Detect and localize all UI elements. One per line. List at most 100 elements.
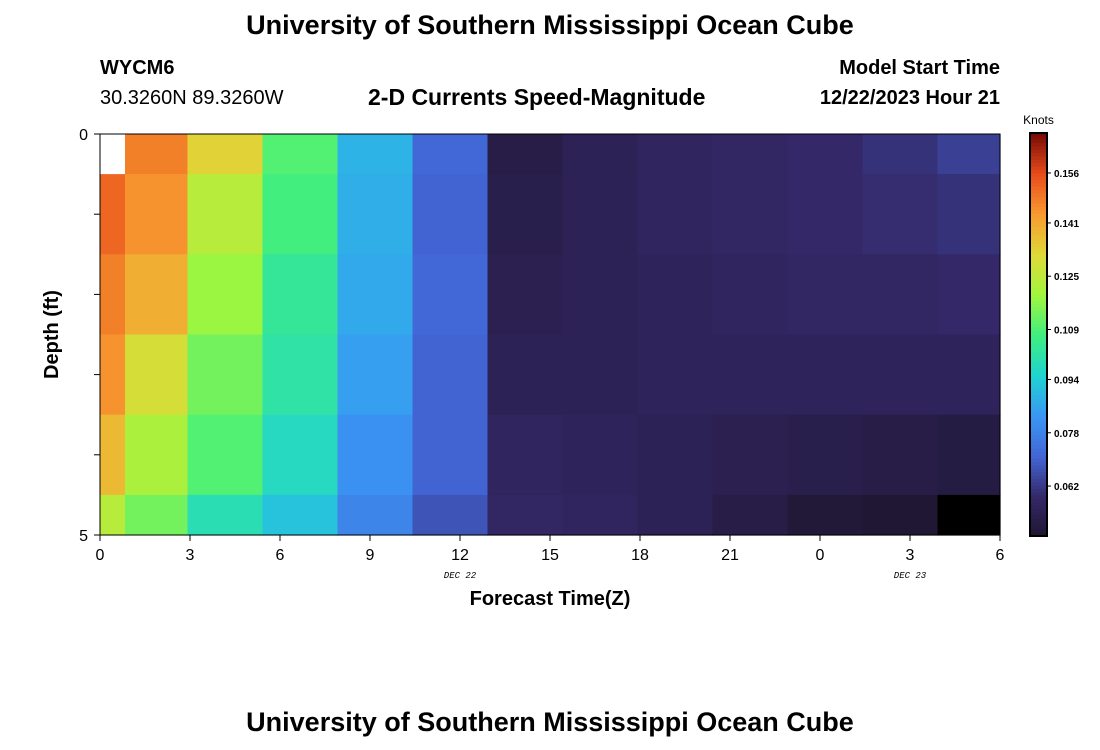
- colorbar-segment: [1030, 374, 1047, 379]
- heatmap-cell: [637, 494, 714, 536]
- heatmap-cell: [937, 414, 1001, 496]
- colorbar-segment: [1030, 227, 1047, 231]
- heatmap-cell: [412, 494, 489, 536]
- heatmap-cell: [187, 254, 264, 336]
- colorbar-segment: [1030, 354, 1047, 359]
- colorbar-segment: [1030, 418, 1047, 423]
- colorbar-label: Knots: [1023, 113, 1054, 127]
- colorbar-segment: [1030, 488, 1047, 493]
- colorbar-segment: [1030, 263, 1047, 268]
- colorbar-segment: [1030, 300, 1047, 305]
- colorbar-segment: [1030, 391, 1047, 396]
- heatmap-cell: [187, 494, 264, 536]
- colorbar-segment: [1030, 411, 1047, 416]
- colorbar-segment: [1030, 210, 1047, 215]
- colorbar-segment: [1030, 304, 1047, 309]
- heatmap-cell: [337, 174, 414, 255]
- colorbar-segment: [1030, 190, 1047, 195]
- heatmap-cell: [487, 414, 564, 496]
- heatmap-cell: [787, 414, 864, 496]
- colorbar-segment: [1030, 381, 1047, 386]
- heatmap-cell: [412, 174, 489, 255]
- chart-subtitle: 2-D Currents Speed-Magnitude: [368, 84, 706, 110]
- colorbar-segment: [1030, 324, 1047, 329]
- heatmap-cell: [562, 414, 639, 496]
- colorbar-tick-label: 0.109: [1054, 326, 1079, 337]
- y-axis-label: Depth (ft): [41, 290, 63, 379]
- x-tick-label: 6: [276, 547, 285, 564]
- heatmap-cell: [787, 254, 864, 336]
- colorbar-segment: [1030, 294, 1047, 299]
- colorbar-tick-label: 0.078: [1054, 429, 1079, 440]
- colorbar-segment: [1030, 371, 1047, 376]
- colorbar-segment: [1030, 361, 1047, 366]
- heatmap-cell: [262, 254, 339, 336]
- colorbar-segment: [1030, 334, 1047, 339]
- colorbar-segment: [1030, 139, 1047, 144]
- heatmap-cell: [412, 254, 489, 336]
- colorbar-segment: [1030, 364, 1047, 369]
- colorbar-segment: [1030, 133, 1047, 137]
- heatmap-cell: [125, 174, 189, 255]
- footer-title: University of Southern Mississippi Ocean…: [246, 707, 854, 737]
- heatmap-cell: [712, 254, 789, 336]
- colorbar-segment: [1030, 441, 1047, 446]
- colorbar-segment: [1030, 143, 1047, 148]
- colorbar-segment: [1030, 297, 1047, 302]
- colorbar-segment: [1030, 337, 1047, 342]
- heatmap-cell: [712, 494, 789, 536]
- colorbar-segment: [1030, 492, 1047, 497]
- colorbar-segment: [1030, 438, 1047, 443]
- station-id: WYCM6: [100, 57, 175, 79]
- colorbar-segment: [1030, 183, 1047, 188]
- colorbar-segment: [1030, 448, 1047, 453]
- colorbar-segment: [1030, 314, 1047, 319]
- colorbar-segment: [1030, 347, 1047, 352]
- heatmap-cell: [337, 254, 414, 336]
- heatmap-cell: [262, 494, 339, 536]
- x-tick-label: 12: [451, 547, 469, 564]
- colorbar-segment: [1030, 431, 1047, 436]
- colorbar-segment: [1030, 515, 1047, 520]
- x-tick-label: 9: [366, 547, 375, 564]
- colorbar-segment: [1030, 250, 1047, 255]
- colorbar-segment: [1030, 166, 1047, 171]
- colorbar-segment: [1030, 270, 1047, 275]
- heatmap-cell: [187, 334, 264, 416]
- colorbar-tick-label: 0.156: [1054, 169, 1079, 180]
- x-tick-label: 15: [541, 547, 559, 564]
- colorbar-segment: [1030, 331, 1047, 336]
- heatmap-cell: [787, 334, 864, 416]
- colorbar-segment: [1030, 284, 1047, 289]
- heatmap-cell: [187, 174, 264, 255]
- heatmap-cell: [487, 334, 564, 416]
- heatmap-cell: [862, 414, 939, 496]
- heatmap-cell: [487, 134, 564, 175]
- colorbar-segment: [1030, 482, 1047, 487]
- colorbar-segment: [1030, 203, 1047, 208]
- colorbar-segment: [1030, 153, 1047, 158]
- colorbar-segment: [1030, 196, 1047, 201]
- heatmap-cell: [562, 494, 639, 536]
- x-tick-label: 3: [906, 547, 915, 564]
- heatmap-cell: [562, 134, 639, 175]
- heatmap-cell: [125, 494, 189, 536]
- x-tick-label: 0: [96, 547, 105, 564]
- model-start-value: 12/22/2023 Hour 21: [819, 87, 1000, 109]
- heatmap-cell: [412, 134, 489, 175]
- colorbar-segment: [1030, 462, 1047, 467]
- colorbar-segment: [1030, 176, 1047, 181]
- colorbar-segment: [1030, 247, 1047, 252]
- colorbar-segment: [1030, 277, 1047, 282]
- heatmap-cell: [712, 134, 789, 175]
- colorbar-segment: [1030, 388, 1047, 393]
- colorbar-segment: [1030, 220, 1047, 225]
- colorbar-segment: [1030, 267, 1047, 272]
- heatmap-cell: [787, 494, 864, 536]
- colorbar-segment: [1030, 509, 1047, 514]
- colorbar-segment: [1030, 344, 1047, 349]
- colorbar-segment: [1030, 519, 1047, 524]
- heatmap-cell: [262, 174, 339, 255]
- heatmap-cell: [562, 254, 639, 336]
- heatmap-cell: [337, 414, 414, 496]
